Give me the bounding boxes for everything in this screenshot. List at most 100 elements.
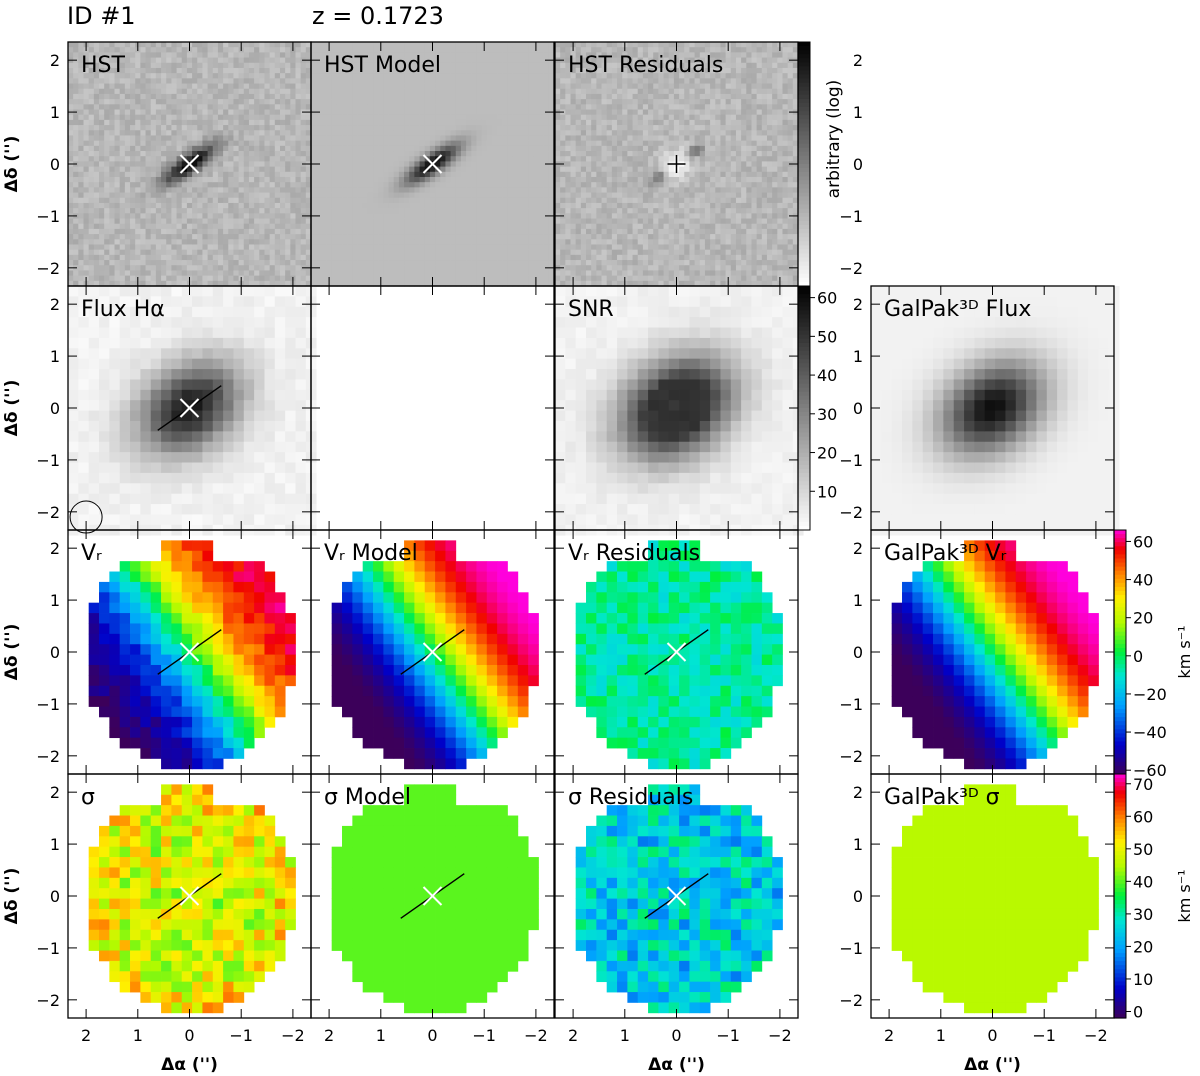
- map-pixel: [512, 192, 519, 199]
- map-pixel: [404, 280, 410, 287]
- map-pixel: [362, 125, 369, 131]
- map-pixel: [507, 249, 514, 256]
- map-pixel: [580, 42, 587, 48]
- map-pixel: [445, 202, 452, 209]
- map-pixel: [347, 275, 353, 282]
- map-pixel: [419, 57, 426, 64]
- map-pixel: [145, 83, 152, 90]
- map-pixel: [342, 161, 348, 168]
- map-pixel: [212, 161, 219, 168]
- map-pixel: [279, 151, 286, 157]
- map-pixel: [507, 88, 514, 95]
- map-pixel: [533, 125, 540, 131]
- map-pixel: [73, 187, 79, 194]
- map-pixel: [243, 176, 250, 183]
- map-pixel: [502, 83, 509, 90]
- map-pixel: [393, 254, 400, 261]
- map-pixel: [502, 73, 509, 79]
- map-pixel: [533, 228, 540, 235]
- map-pixel: [445, 176, 452, 183]
- map-pixel: [78, 130, 85, 137]
- map-pixel: [212, 187, 219, 194]
- map-pixel: [119, 135, 126, 142]
- map-pixel: [398, 171, 405, 178]
- map-pixel: [570, 114, 577, 121]
- map-pixel: [269, 99, 276, 105]
- map-pixel: [507, 140, 514, 147]
- map-pixel: [575, 119, 582, 126]
- map-pixel: [491, 213, 498, 220]
- map-pixel: [409, 244, 415, 251]
- map-pixel: [321, 208, 328, 214]
- map-pixel: [73, 280, 79, 287]
- map-pixel: [419, 182, 426, 188]
- map-pixel: [533, 119, 540, 126]
- map-pixel: [596, 93, 603, 100]
- map-pixel: [429, 223, 436, 230]
- map-pixel: [419, 187, 426, 194]
- map-pixel: [388, 114, 395, 121]
- map-pixel: [217, 99, 224, 105]
- map-pixel: [150, 104, 157, 111]
- map-pixel: [497, 208, 503, 214]
- map-pixel: [560, 275, 566, 282]
- map-pixel: [388, 223, 395, 230]
- map-pixel: [591, 260, 597, 266]
- map-pixel: [611, 88, 618, 95]
- map-pixel: [99, 52, 105, 59]
- map-pixel: [512, 104, 519, 111]
- map-pixel: [476, 109, 483, 116]
- map-pixel: [316, 171, 322, 178]
- map-pixel: [555, 99, 561, 105]
- map-pixel: [424, 176, 431, 183]
- map-pixel: [414, 156, 421, 162]
- map-pixel: [522, 140, 529, 147]
- map-pixel: [176, 280, 183, 287]
- map-pixel: [104, 161, 110, 168]
- map-pixel: [104, 192, 110, 199]
- map-pixel: [362, 109, 369, 116]
- map-pixel: [78, 119, 85, 126]
- map-pixel: [419, 234, 426, 240]
- map-pixel: [367, 202, 374, 209]
- map-pixel: [466, 260, 472, 266]
- map-pixel: [471, 239, 478, 246]
- map-pixel: [166, 239, 172, 246]
- map-pixel: [155, 254, 162, 261]
- map-pixel: [435, 239, 441, 246]
- map-pixel: [476, 249, 483, 256]
- map-pixel: [259, 218, 266, 225]
- map-pixel: [93, 223, 100, 230]
- map-pixel: [601, 249, 608, 256]
- map-pixel: [109, 57, 116, 64]
- map-pixel: [264, 182, 271, 188]
- map-pixel: [83, 78, 90, 85]
- map-pixel: [254, 171, 260, 178]
- map-pixel: [305, 171, 312, 178]
- map-pixel: [181, 73, 188, 79]
- map-pixel: [414, 223, 421, 230]
- map-pixel: [601, 140, 608, 147]
- map-pixel: [264, 208, 271, 214]
- map-pixel: [119, 156, 126, 162]
- map-pixel: [119, 218, 126, 225]
- map-pixel: [466, 47, 472, 53]
- map-pixel: [274, 130, 281, 137]
- map-pixel: [522, 166, 529, 173]
- map-pixel: [419, 249, 426, 256]
- map-pixel: [538, 208, 545, 214]
- map-pixel: [316, 99, 322, 105]
- map-pixel: [217, 187, 224, 194]
- map-pixel: [342, 197, 348, 204]
- map-pixel: [228, 119, 235, 126]
- map-pixel: [104, 260, 110, 266]
- map-pixel: [243, 260, 250, 266]
- map-pixel: [192, 114, 198, 121]
- map-pixel: [269, 88, 276, 95]
- map-pixel: [570, 109, 577, 116]
- map-pixel: [450, 130, 457, 137]
- map-pixel: [233, 265, 240, 272]
- map-pixel: [145, 239, 152, 246]
- map-pixel: [445, 156, 452, 162]
